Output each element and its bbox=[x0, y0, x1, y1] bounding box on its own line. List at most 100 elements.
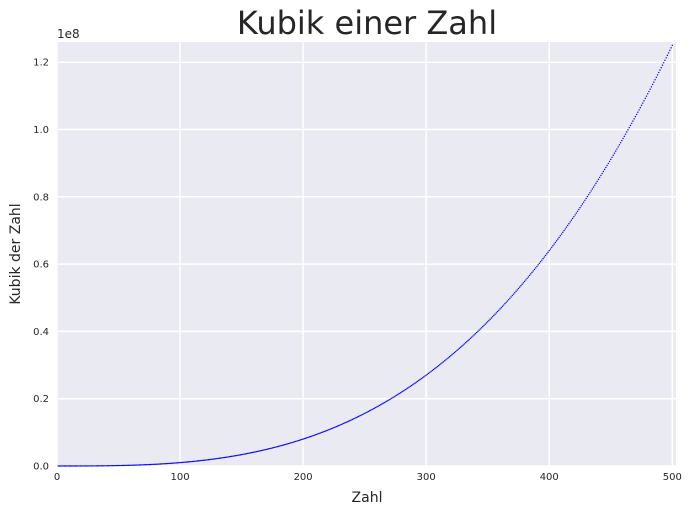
data-point bbox=[539, 261, 542, 263]
data-point bbox=[496, 310, 499, 313]
data-point bbox=[315, 433, 318, 436]
data-point bbox=[541, 259, 543, 261]
data-point bbox=[617, 146, 619, 148]
data-point bbox=[264, 449, 266, 451]
data-point bbox=[475, 331, 478, 334]
data-point bbox=[208, 458, 211, 461]
data-point bbox=[270, 447, 272, 449]
data-point bbox=[319, 432, 322, 434]
data-point bbox=[580, 205, 582, 207]
data-point bbox=[153, 463, 155, 466]
data-point bbox=[551, 246, 553, 249]
data-point bbox=[632, 120, 634, 122]
data-point bbox=[398, 393, 400, 395]
data-point bbox=[203, 459, 206, 461]
data-point bbox=[640, 104, 643, 107]
data-points bbox=[57, 44, 674, 467]
data-point bbox=[583, 201, 585, 203]
data-point bbox=[568, 223, 570, 225]
data-point bbox=[413, 383, 415, 385]
data-point bbox=[125, 464, 127, 467]
data-point bbox=[628, 126, 630, 129]
data-point bbox=[530, 273, 532, 275]
data-point bbox=[596, 180, 598, 182]
x-tick-label: 500 bbox=[663, 472, 682, 483]
data-point bbox=[82, 465, 84, 467]
data-point bbox=[243, 453, 245, 455]
data-point bbox=[78, 465, 80, 467]
data-point bbox=[671, 44, 674, 47]
data-point bbox=[217, 457, 219, 460]
data-point bbox=[404, 389, 406, 391]
data-point bbox=[192, 460, 195, 463]
data-point bbox=[467, 339, 469, 342]
data-point bbox=[378, 404, 381, 407]
data-point bbox=[61, 465, 63, 467]
data-point bbox=[130, 464, 132, 466]
data-point bbox=[265, 448, 267, 451]
data-point bbox=[72, 465, 74, 467]
data-point bbox=[174, 462, 176, 464]
data-point bbox=[276, 446, 278, 448]
data-point bbox=[101, 465, 104, 467]
data-point bbox=[526, 277, 528, 280]
data-point bbox=[440, 363, 442, 365]
data-point bbox=[533, 268, 536, 271]
data-point bbox=[447, 357, 450, 359]
data-point bbox=[210, 458, 212, 461]
data-point bbox=[376, 406, 378, 408]
data-point bbox=[436, 366, 438, 368]
data-point bbox=[79, 465, 82, 467]
y-tick-label: 1.0 bbox=[33, 125, 49, 136]
data-point bbox=[260, 449, 262, 452]
data-point bbox=[637, 111, 639, 113]
y-tick-label: 0.8 bbox=[33, 192, 49, 203]
data-point bbox=[67, 465, 69, 467]
data-point bbox=[603, 168, 606, 171]
data-point bbox=[480, 327, 483, 329]
data-point bbox=[479, 328, 482, 330]
data-point bbox=[73, 465, 75, 467]
data-point bbox=[437, 365, 440, 367]
grid bbox=[56, 42, 676, 467]
data-point bbox=[247, 452, 249, 455]
data-point bbox=[471, 336, 473, 338]
data-point bbox=[554, 241, 557, 244]
data-point bbox=[383, 401, 386, 404]
data-point bbox=[301, 438, 303, 441]
data-point bbox=[346, 421, 349, 423]
data-point bbox=[139, 464, 142, 466]
data-point bbox=[277, 445, 280, 448]
data-point bbox=[219, 457, 222, 459]
y-offset-label: 1e8 bbox=[57, 27, 80, 41]
data-point bbox=[631, 122, 633, 124]
data-point bbox=[245, 453, 248, 455]
data-point bbox=[71, 465, 73, 467]
data-point bbox=[227, 456, 229, 458]
data-point bbox=[335, 425, 338, 428]
data-point bbox=[450, 355, 452, 357]
data-point bbox=[487, 321, 489, 323]
data-point bbox=[88, 465, 90, 467]
data-point bbox=[266, 448, 269, 450]
data-point bbox=[463, 343, 466, 345]
data-point bbox=[261, 449, 264, 452]
data-point bbox=[494, 313, 496, 315]
data-point bbox=[403, 389, 405, 392]
data-point bbox=[207, 459, 210, 461]
data-point bbox=[519, 286, 521, 288]
data-point bbox=[320, 431, 323, 434]
data-point bbox=[619, 142, 622, 144]
plot-area bbox=[57, 42, 676, 466]
data-point bbox=[317, 433, 319, 435]
data-point bbox=[323, 430, 325, 433]
data-point bbox=[181, 461, 184, 464]
data-point bbox=[340, 423, 342, 426]
data-point bbox=[544, 254, 547, 257]
data-point bbox=[474, 333, 477, 335]
data-point bbox=[667, 52, 670, 54]
data-point bbox=[434, 367, 436, 370]
data-point bbox=[89, 465, 91, 467]
data-point bbox=[612, 154, 614, 156]
data-point bbox=[607, 162, 610, 165]
